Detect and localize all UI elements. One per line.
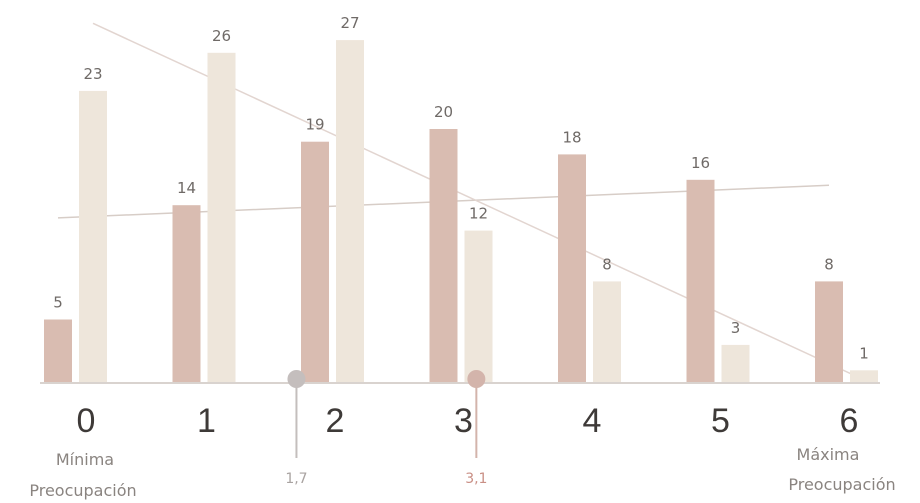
bar-s1-0	[44, 319, 72, 383]
value-label-s2-3: 12	[469, 205, 488, 223]
category-label-6: 6	[840, 402, 859, 440]
mean-marker-dot-1	[287, 370, 306, 388]
bars: 5 14 19 20 18 16 8 23 26 27 12 8 3 1	[44, 14, 878, 384]
value-label-s2-4: 8	[602, 255, 612, 273]
max-label-line1: Máxima	[797, 445, 860, 464]
bar-s2-2	[336, 40, 364, 383]
bar-s2-6	[850, 370, 878, 383]
value-label-s2-1: 26	[212, 27, 231, 45]
category-label-3: 3	[454, 402, 473, 440]
category-label-2: 2	[326, 402, 345, 440]
value-label-s1-1: 14	[177, 179, 196, 197]
bar-s1-6	[815, 281, 843, 383]
value-label-s1-5: 16	[691, 154, 710, 172]
bar-s1-5	[686, 179, 715, 383]
value-label-s2-6: 1	[859, 344, 869, 362]
min-label-line2: Preocupación	[29, 481, 136, 500]
value-label-s1-0: 5	[53, 294, 63, 312]
value-label-s2-0: 23	[83, 65, 102, 83]
value-label-s1-2: 19	[305, 116, 324, 134]
value-label-s1-4: 18	[562, 128, 581, 146]
bar-s1-2	[301, 141, 329, 383]
max-label-line2: Preocupación	[788, 475, 895, 494]
min-label-line1: Mínima	[56, 450, 114, 469]
value-label-s1-3: 20	[434, 103, 453, 121]
bar-s2-1	[207, 52, 236, 384]
value-label-s2-2: 27	[340, 14, 359, 32]
bar-s2-3	[464, 230, 493, 383]
bar-s1-4	[558, 154, 586, 383]
category-label-4: 4	[583, 402, 602, 440]
bar-s2-5	[721, 344, 750, 383]
bar-s2-0	[79, 90, 107, 384]
category-labels: 0 1 2 3 4 5 6	[77, 402, 859, 440]
category-label-5: 5	[711, 402, 730, 440]
category-label-1: 1	[197, 402, 216, 440]
category-label-0: 0	[77, 402, 96, 440]
value-label-s2-5: 3	[731, 319, 741, 337]
bar-s1-3	[429, 129, 458, 383]
mean-marker-label-2: 3,1	[465, 471, 487, 487]
mean-marker-dot-2	[467, 370, 486, 388]
bar-s1-1	[172, 205, 201, 383]
mean-marker-label-1: 1,7	[285, 471, 307, 487]
bar-s2-4	[593, 281, 621, 383]
value-label-s1-6: 8	[824, 255, 834, 273]
mean-markers: 1,7 3,1	[285, 370, 487, 487]
